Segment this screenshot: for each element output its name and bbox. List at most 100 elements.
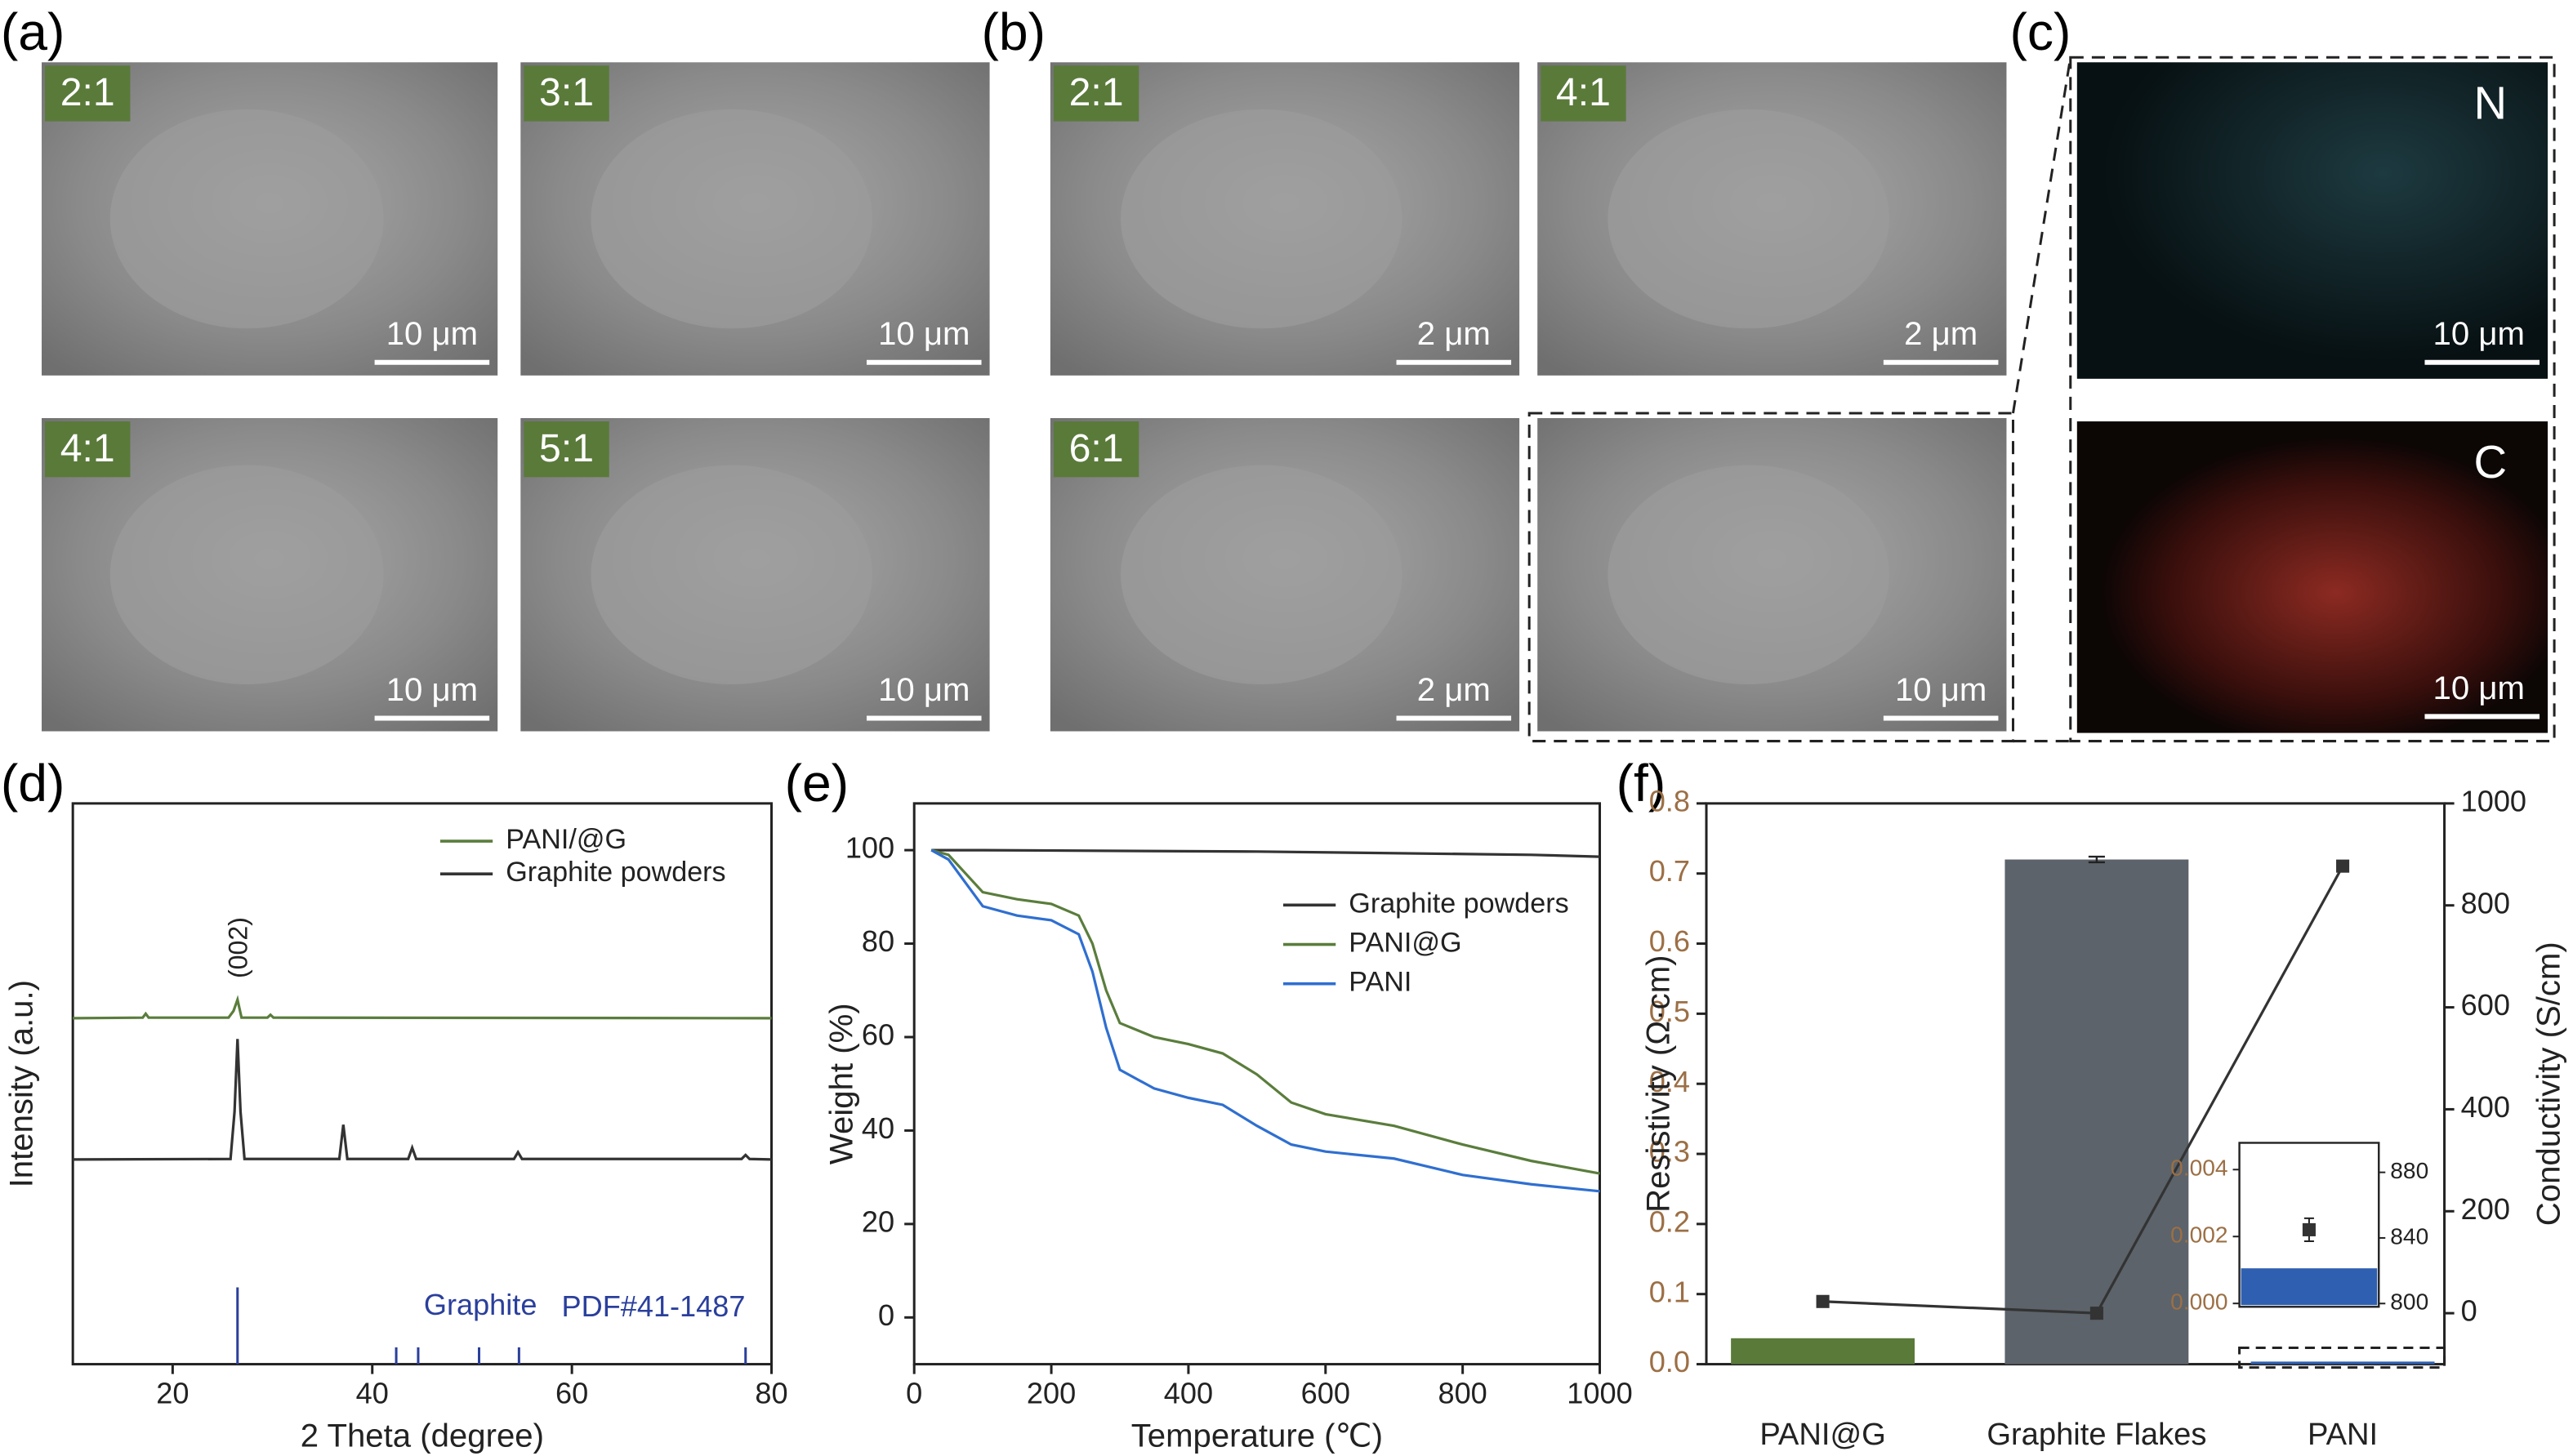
- ratio-badge: [45, 65, 131, 122]
- inset-y2-tick-label: 840: [2390, 1223, 2428, 1249]
- x-tick-label: 60: [555, 1376, 588, 1409]
- x-tick-label: 20: [156, 1376, 189, 1409]
- x-axis-label: Temperature (℃): [1131, 1418, 1383, 1454]
- inset-y2-tick-label: 800: [2390, 1289, 2428, 1315]
- series-line: [930, 848, 1600, 1193]
- bar: [2250, 1361, 2435, 1365]
- y-tick-label: 0.4: [1649, 1065, 1690, 1098]
- point: [2336, 859, 2350, 873]
- peak-label: (002): [223, 917, 252, 978]
- x-tick-label: 80: [755, 1376, 787, 1409]
- ratio-label: 3:1: [539, 70, 594, 114]
- particle: [591, 465, 873, 684]
- legend-label: Graphite powders: [506, 857, 725, 888]
- y-axis-label: Intensity (a.u.): [3, 980, 40, 1187]
- inset-y-tick-label: 0.004: [2170, 1155, 2227, 1181]
- particle: [109, 465, 384, 684]
- y2-tick-label: 1000: [2461, 784, 2526, 817]
- y-tick-label: 0.6: [1649, 924, 1690, 958]
- x-tick-label: 40: [356, 1376, 389, 1409]
- scale-label: 2 μm: [1904, 315, 1978, 352]
- y-tick-label: 20: [862, 1204, 894, 1238]
- x-tick-label: 1000: [1567, 1376, 1632, 1409]
- element-label: N: [2473, 77, 2507, 128]
- panel-label: (e): [785, 754, 849, 813]
- y2-axis-label: Conductivity (S/cm): [2531, 942, 2567, 1226]
- ratio-label: 2:1: [1069, 70, 1124, 114]
- particle: [1121, 465, 1402, 684]
- element-label: C: [2473, 436, 2507, 488]
- ratio-badge: [1053, 65, 1139, 122]
- eds-box: [2069, 56, 2556, 743]
- series-line: [931, 848, 1600, 858]
- ratio-badge: [524, 65, 609, 122]
- y-tick-label: 0.3: [1649, 1135, 1690, 1169]
- y-tick-label: 60: [862, 1018, 894, 1052]
- y-tick-label: 0.7: [1649, 854, 1690, 888]
- legend-label: PANI/@G: [506, 824, 627, 855]
- x-tick-label: 400: [1164, 1376, 1213, 1409]
- plot-frame: [912, 802, 1602, 1366]
- y-tick-label: 0.0: [1649, 1345, 1690, 1378]
- inset-bar: [2241, 1268, 2378, 1306]
- bar: [1731, 1338, 1915, 1365]
- y2-tick-label: 200: [2461, 1192, 2510, 1226]
- eds-map: [2076, 62, 2548, 379]
- inset-point: [2302, 1222, 2316, 1236]
- x-axis-label: 2 Theta (degree): [301, 1418, 544, 1454]
- series-line: [73, 1039, 772, 1161]
- error-bar: [2088, 855, 2105, 864]
- panel-label: (c): [2009, 2, 2071, 61]
- y-tick-label: 0.1: [1649, 1275, 1690, 1308]
- point: [2089, 1307, 2103, 1320]
- ratio-label: 2:1: [60, 70, 115, 114]
- ratio-label: 5:1: [539, 426, 594, 470]
- bar: [2004, 859, 2189, 1365]
- panel-label: (b): [982, 2, 1046, 61]
- scale-label: 10 μm: [878, 315, 970, 352]
- x-tick-label: Graphite Flakes: [1987, 1417, 2206, 1452]
- point: [1816, 1294, 1830, 1308]
- panel-label: (d): [1, 754, 65, 813]
- inset-y-tick-label: 0.002: [2170, 1222, 2227, 1248]
- y-tick-label: 0.5: [1649, 995, 1690, 1028]
- x-tick-label: 800: [1438, 1376, 1487, 1409]
- legend-label: PANI@G: [1349, 928, 1461, 959]
- x-tick-label: PANI@G: [1759, 1417, 1886, 1452]
- particle: [591, 109, 873, 329]
- eds-map: [2076, 421, 2548, 733]
- y-tick-label: 0.2: [1649, 1204, 1690, 1238]
- ratio-label: 4:1: [60, 426, 115, 470]
- y-axis-label: Weight (%): [823, 1003, 859, 1164]
- scale-label: 10 μm: [386, 671, 478, 708]
- y-axis-label: Resistivity (Ω·cm): [1639, 955, 1676, 1212]
- inset-y2-tick-label: 880: [2390, 1158, 2428, 1183]
- scale-label: 2 μm: [1417, 671, 1491, 708]
- scale-label: 10 μm: [2433, 670, 2525, 706]
- y-tick-label: 80: [862, 924, 894, 958]
- y2-tick-label: 600: [2461, 988, 2510, 1022]
- y2-tick-label: 800: [2461, 886, 2510, 919]
- particle: [1121, 109, 1402, 329]
- panel-label: (f): [1616, 754, 1666, 813]
- ratio-badge: [1053, 421, 1139, 478]
- y-tick-label: 100: [845, 831, 894, 865]
- inset-y-tick-label: 0.000: [2170, 1289, 2227, 1315]
- scale-label: 10 μm: [1895, 671, 1987, 708]
- ratio-label: 4:1: [1556, 70, 1611, 114]
- reference-name: Graphite: [424, 1288, 537, 1321]
- reference-card: PDF#41-1487: [562, 1289, 746, 1323]
- y-tick-label: 0: [878, 1298, 894, 1332]
- legend-label: PANI: [1349, 967, 1411, 998]
- x-tick-label: 600: [1301, 1376, 1350, 1409]
- legend-label: Graphite powders: [1349, 888, 1568, 919]
- series-line: [930, 848, 1600, 1175]
- scale-label: 2 μm: [1417, 315, 1491, 352]
- connector: [2012, 57, 2072, 414]
- x-tick-label: PANI: [2308, 1417, 2378, 1452]
- series-line: [73, 995, 772, 1020]
- scale-label: 10 μm: [2433, 315, 2525, 352]
- scale-label: 10 μm: [878, 671, 970, 708]
- ratio-badge: [45, 421, 131, 478]
